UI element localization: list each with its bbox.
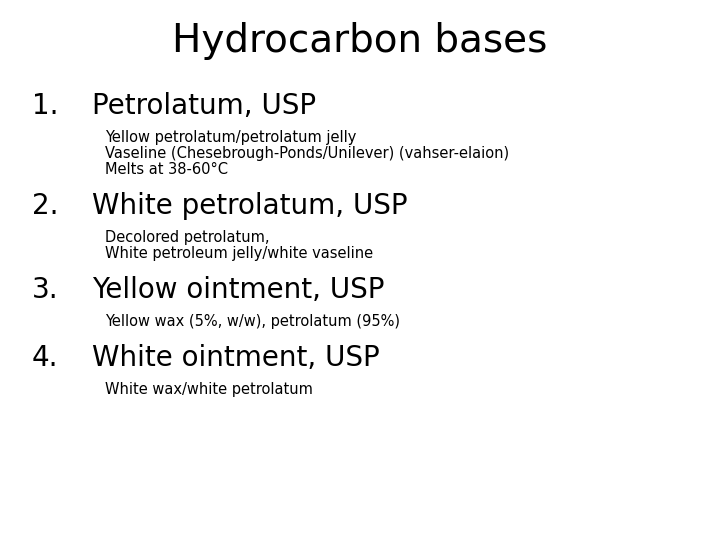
Text: White petroleum jelly/white vaseline: White petroleum jelly/white vaseline — [105, 246, 373, 261]
Text: Petrolatum, USP: Petrolatum, USP — [92, 92, 316, 120]
Text: White ointment, USP: White ointment, USP — [92, 344, 379, 372]
Text: Yellow ointment, USP: Yellow ointment, USP — [92, 276, 384, 304]
Text: 2.: 2. — [32, 192, 58, 220]
Text: Hydrocarbon bases: Hydrocarbon bases — [172, 22, 548, 60]
Text: 1.: 1. — [32, 92, 58, 120]
Text: Melts at 38-60°C: Melts at 38-60°C — [105, 162, 228, 177]
Text: White wax/white petrolatum: White wax/white petrolatum — [105, 382, 313, 397]
Text: Yellow petrolatum/petrolatum jelly: Yellow petrolatum/petrolatum jelly — [105, 130, 356, 145]
Text: White petrolatum, USP: White petrolatum, USP — [92, 192, 408, 220]
Text: Vaseline (Chesebrough-Ponds/Unilever) (vahser-elaion): Vaseline (Chesebrough-Ponds/Unilever) (v… — [105, 146, 509, 161]
Text: Yellow wax (5%, w/w), petrolatum (95%): Yellow wax (5%, w/w), petrolatum (95%) — [105, 314, 400, 329]
Text: 4.: 4. — [32, 344, 58, 372]
Text: 3.: 3. — [32, 276, 58, 304]
Text: Decolored petrolatum,: Decolored petrolatum, — [105, 230, 269, 245]
